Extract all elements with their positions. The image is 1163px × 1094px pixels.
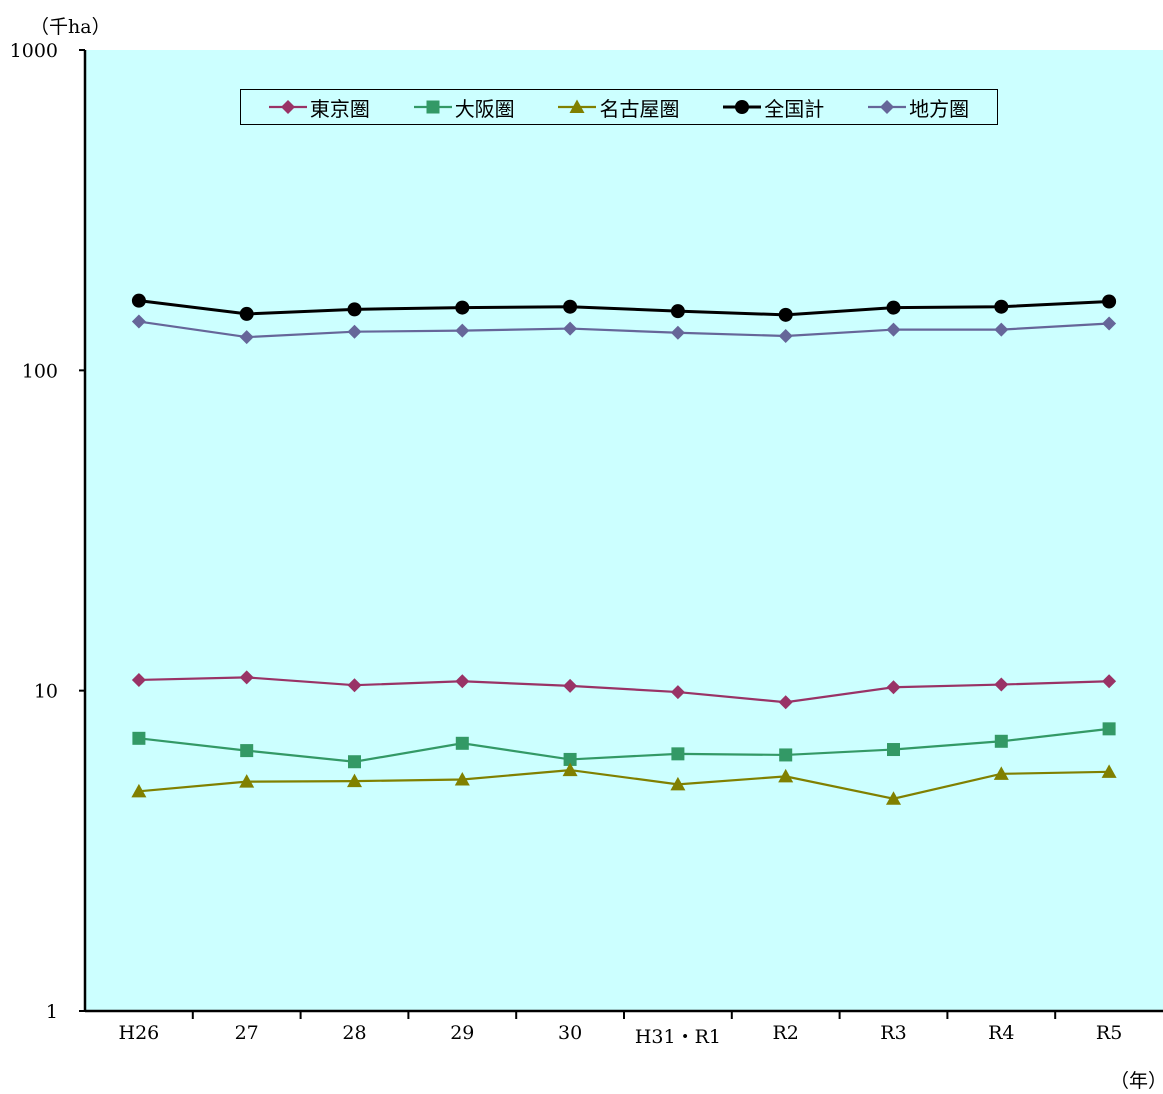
data-point xyxy=(671,747,685,761)
data-point xyxy=(993,766,1009,780)
y-tick-label: 1000 xyxy=(10,40,58,62)
legend-item: 名古屋圏 xyxy=(558,93,679,122)
data-point xyxy=(239,774,255,788)
data-point xyxy=(132,731,146,745)
data-point xyxy=(886,300,901,315)
data-point xyxy=(1102,316,1117,331)
data-point xyxy=(886,680,901,695)
data-point xyxy=(1102,722,1116,736)
legend-label: 大阪圏 xyxy=(454,96,515,121)
x-tick-label: H26 xyxy=(119,1022,160,1044)
data-point xyxy=(778,768,794,783)
x-tick-label: R5 xyxy=(1096,1022,1122,1044)
legend-item: 地方圏 xyxy=(868,93,969,122)
legend-item: 大阪圏 xyxy=(413,93,515,122)
legend-swatch-icon xyxy=(558,99,597,113)
y-axis-unit-label: （千ha） xyxy=(30,16,111,38)
legend-swatch-icon xyxy=(268,100,307,114)
data-point xyxy=(670,685,685,700)
data-point xyxy=(994,322,1009,337)
x-tick-label: R4 xyxy=(988,1022,1014,1044)
data-point xyxy=(563,321,578,336)
series-5 xyxy=(131,314,1117,345)
data-point xyxy=(455,323,470,338)
data-point xyxy=(886,791,901,805)
data-point xyxy=(131,783,147,798)
data-point xyxy=(778,307,793,322)
data-point xyxy=(778,695,793,710)
data-point xyxy=(670,304,685,319)
y-tick-label: 100 xyxy=(22,360,58,382)
legend-swatch-icon xyxy=(868,100,907,114)
data-point xyxy=(347,324,362,339)
data-point xyxy=(778,328,793,343)
legend-label: 東京圏 xyxy=(309,96,370,121)
data-point xyxy=(239,306,254,321)
data-point xyxy=(240,744,254,758)
data-point xyxy=(347,302,362,317)
series-2 xyxy=(132,722,1116,769)
data-point xyxy=(562,762,578,777)
data-point xyxy=(454,772,470,786)
data-point xyxy=(131,672,146,687)
data-point xyxy=(1102,674,1117,689)
legend-item: 東京圏 xyxy=(268,93,370,122)
data-point xyxy=(347,773,362,788)
series-line xyxy=(138,676,1110,704)
data-point xyxy=(994,299,1009,314)
x-tick-label: R3 xyxy=(880,1022,906,1044)
x-tick-label: R2 xyxy=(772,1022,798,1044)
legend-marker xyxy=(280,100,295,114)
data-point xyxy=(455,736,469,750)
data-point xyxy=(348,755,361,769)
legend-label: 名古屋圏 xyxy=(599,96,680,121)
y-tick-label: 1 xyxy=(46,1001,58,1023)
data-point xyxy=(563,752,577,766)
data-point xyxy=(779,748,793,762)
data-point xyxy=(347,678,362,693)
legend-marker xyxy=(569,99,585,113)
x-tick-label: H31・R1 xyxy=(635,1026,721,1048)
series-4 xyxy=(131,293,1117,322)
series-line xyxy=(138,727,1110,763)
x-tick-label: 28 xyxy=(342,1022,366,1044)
data-point xyxy=(455,674,470,689)
data-point xyxy=(887,743,900,757)
data-point xyxy=(239,330,254,345)
data-point xyxy=(131,293,146,308)
data-point xyxy=(1101,764,1117,778)
data-point xyxy=(1102,294,1117,309)
data-point xyxy=(994,734,1008,748)
data-point xyxy=(886,322,901,337)
series-line xyxy=(138,299,1110,317)
data-point xyxy=(455,300,470,315)
data-point xyxy=(670,325,685,340)
legend-marker xyxy=(880,100,895,114)
x-tick-label: 30 xyxy=(558,1022,582,1044)
data-point xyxy=(239,670,254,685)
series-line xyxy=(138,768,1110,800)
legend-swatch-icon xyxy=(723,100,762,114)
x-tick-label: 29 xyxy=(450,1022,474,1044)
legend-swatch-icon xyxy=(413,100,452,114)
series-line xyxy=(138,320,1110,339)
chart-legend: 東京圏 大阪圏 名古屋圏 全国計 地方圏 xyxy=(240,89,998,125)
legend-marker xyxy=(735,100,750,114)
x-tick-label: 27 xyxy=(235,1022,259,1044)
plot-area xyxy=(85,50,1163,1011)
series-1 xyxy=(131,670,1117,710)
series-3 xyxy=(131,762,1117,805)
x-axis-unit-label: （年） xyxy=(1110,1070,1163,1092)
legend-label: 全国計 xyxy=(764,96,825,121)
legend-label: 地方圏 xyxy=(909,96,970,121)
data-point xyxy=(670,776,686,791)
data-point xyxy=(131,314,146,329)
y-tick-label: 10 xyxy=(34,681,58,703)
data-point xyxy=(563,299,578,314)
legend-marker xyxy=(426,100,440,114)
data-point xyxy=(994,677,1009,692)
legend-item: 全国計 xyxy=(723,93,824,122)
data-point xyxy=(563,678,578,693)
